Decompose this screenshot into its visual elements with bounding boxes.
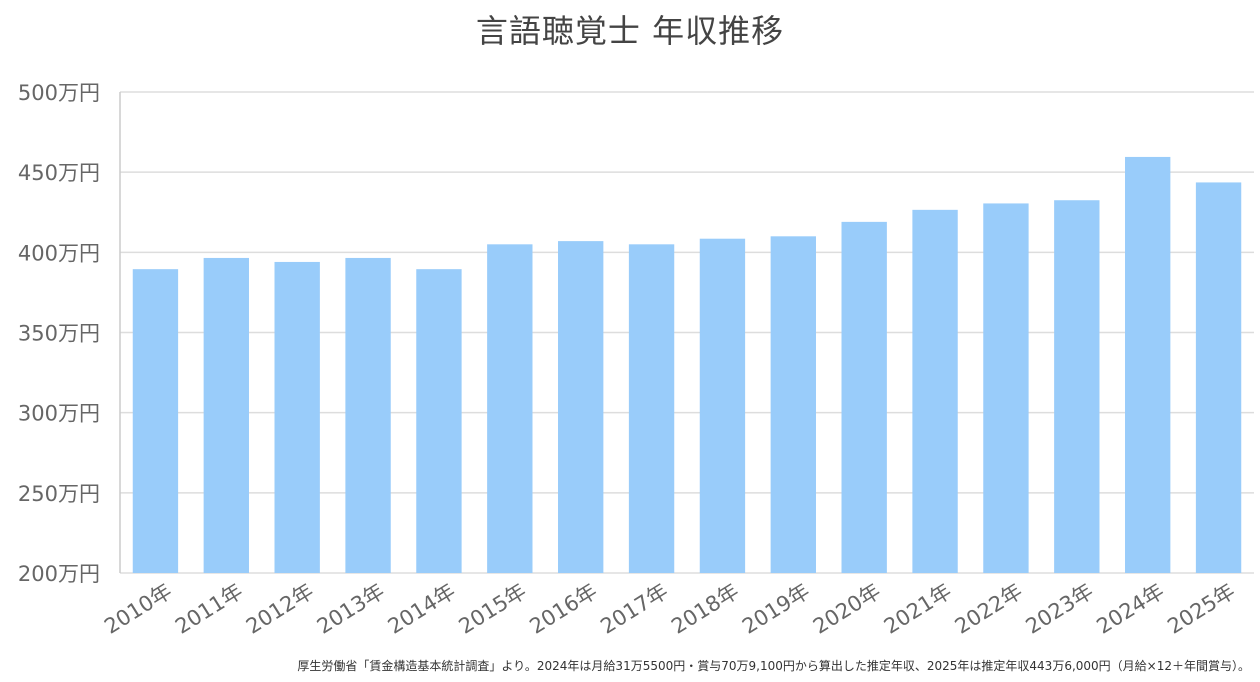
x-tick-label-2012年: 2012年 [242,579,318,639]
bar-2021年 [912,209,958,573]
y-tick-label-500: 500万円 [18,81,100,105]
x-tick-label-2013年: 2013年 [313,579,389,639]
chart-footnote: 厚生労働省「賃金構造基本統計調査」より。2024年は月給31万5500円・賞与7… [297,659,1250,673]
bar-2025年 [1195,182,1242,574]
x-tick-label-2020年: 2020年 [809,579,885,639]
bar-2013年 [345,257,391,573]
y-tick-label-300: 300万円 [18,402,100,426]
x-tick-label-2019年: 2019年 [738,579,814,639]
chart-title: 言語聴覚士 年収推移 [475,12,785,50]
bar-2022年 [983,203,1029,573]
x-tick-label-2023年: 2023年 [1022,579,1098,639]
x-tick-label-2010年: 2010年 [100,579,176,639]
bar-2016年 [558,241,604,574]
x-tick-label-2018年: 2018年 [667,579,743,639]
x-tick-label-2017年: 2017年 [596,579,672,639]
bar-2010年 [132,269,179,573]
y-tick-label-250: 250万円 [18,482,100,506]
x-tick-label-2024年: 2024年 [1092,579,1168,639]
x-tick-label-2015年: 2015年 [455,579,531,639]
x-tick-label-2022年: 2022年 [951,579,1027,639]
bar-2024年 [1125,156,1171,573]
bar-2014年 [416,269,462,573]
bar-2011年 [203,257,249,573]
y-tick-label-450: 450万円 [18,161,100,185]
bars [132,156,1242,574]
bar-2015年 [487,244,533,574]
y-tick-label-200: 200万円 [18,562,100,586]
y-tick-labels: 200万円 250万円 300万円 350万円 400万円 450万円 500万円 [18,81,100,586]
bar-2018年 [699,238,746,573]
bar-2012年 [274,261,320,573]
x-tick-label-2011年: 2011年 [171,579,247,639]
bar-2023年 [1054,200,1100,573]
x-tick-label-2014年: 2014年 [384,579,460,639]
bar-2017年 [628,244,675,574]
x-tick-label-2021年: 2021年 [880,579,956,639]
x-tick-label-2016年: 2016年 [525,579,601,639]
x-tick-labels: 2010年2011年2012年2013年2014年2015年2016年2017年… [100,579,1239,639]
bar-2020年 [841,221,887,573]
y-tick-label-350: 350万円 [18,322,100,346]
y-tick-label-400: 400万円 [18,241,100,265]
bar-2019年 [770,236,816,574]
x-tick-label-2025年: 2025年 [1163,579,1239,639]
